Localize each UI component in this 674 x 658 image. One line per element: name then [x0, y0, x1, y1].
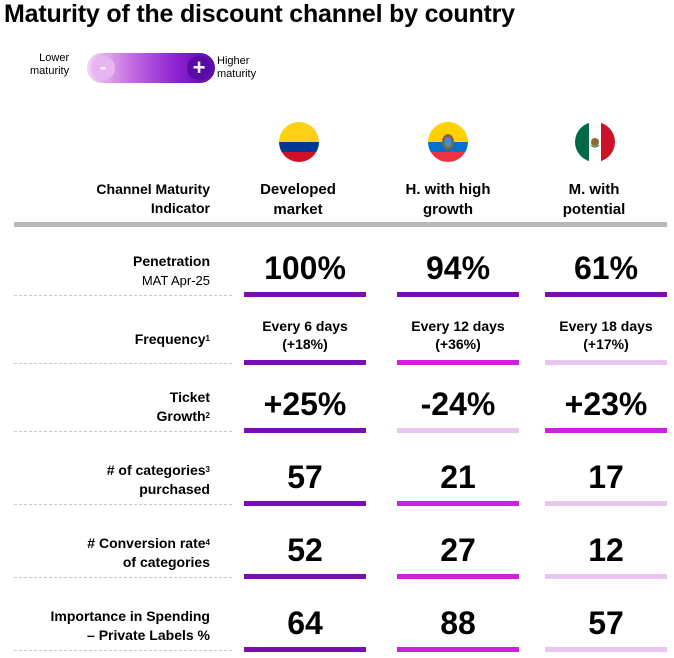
- row-label: Importance in Spending – Private Labels %: [0, 607, 210, 645]
- cell-value: 52: [287, 532, 323, 568]
- footnote-marker: 4: [205, 538, 210, 547]
- maturity-gradient-legend: - +: [87, 53, 215, 83]
- row-label-line1: Penetration: [132, 253, 210, 269]
- legend-lower-line2: maturity: [30, 65, 70, 77]
- cell-value: 61%: [573, 250, 639, 286]
- row-separator: [14, 295, 232, 296]
- legend-lower-label: Lower maturity: [30, 52, 69, 78]
- row-label-line2: Growth2: [156, 408, 210, 424]
- cell-value: 27: [440, 532, 476, 568]
- cell-value: 57: [287, 459, 323, 495]
- row-label-line2: – Private Labels %: [87, 627, 210, 643]
- footnote-marker: 3: [205, 465, 210, 474]
- row-label-line2: Frequency1: [134, 331, 210, 347]
- row-separator: [14, 363, 232, 364]
- maturity-bar: [545, 360, 667, 365]
- indicator-header-line2: Indicator: [150, 200, 210, 216]
- legend-lower-line1: Lower: [39, 52, 70, 64]
- header-divider: [14, 222, 667, 227]
- column-header-line2: market: [273, 201, 323, 218]
- column-header-potential: M. with potential: [524, 180, 664, 220]
- cell-value: +23%: [564, 386, 648, 422]
- legend-higher-line2: maturity: [217, 68, 257, 80]
- maturity-bar: [244, 574, 366, 579]
- footnote-marker: 2: [205, 411, 210, 420]
- minus-icon: -: [91, 56, 115, 80]
- cell-value: 64: [287, 605, 323, 641]
- row-label-line2: of categories: [122, 554, 210, 570]
- column-header-line1: H. with high: [405, 181, 491, 198]
- maturity-bar: [397, 501, 519, 506]
- cell-value: 21: [440, 459, 476, 495]
- cell-value: +25%: [263, 386, 347, 422]
- row-label: Ticket Growth2: [0, 388, 210, 426]
- column-header-high-growth: H. with high growth: [378, 180, 518, 220]
- mexico-flag-icon: [575, 122, 615, 162]
- maturity-bar: [397, 647, 519, 652]
- column-header-line1: Developed: [260, 181, 336, 198]
- maturity-bar: [244, 501, 366, 506]
- maturity-bar: [244, 428, 366, 433]
- cell-value: -24%: [420, 386, 496, 422]
- ecuador-flag-icon: [428, 122, 468, 162]
- column-header-developed: Developed market: [228, 180, 368, 220]
- cell-value: 100%: [264, 250, 346, 286]
- cell-value: 88: [440, 605, 476, 641]
- maturity-bar: [244, 647, 366, 652]
- row-separator: [14, 431, 232, 432]
- page-title: Maturity of the discount channel by coun…: [4, 0, 515, 28]
- cell-value: Every 6 days (+18%): [262, 318, 348, 352]
- row-label: Frequency1: [0, 330, 210, 349]
- row-label-line1: Importance in Spending: [50, 608, 210, 624]
- row-label-line1: # of categories3: [106, 462, 210, 478]
- row-label-line1: Ticket: [169, 389, 210, 405]
- row-separator: [14, 577, 232, 578]
- maturity-bar: [397, 292, 519, 297]
- maturity-bar: [545, 574, 667, 579]
- row-label: # Conversion rate4 of categories: [0, 534, 210, 572]
- cell-value: Every 18 days (+17%): [559, 318, 653, 352]
- row-label-line2: MAT Apr-25: [141, 273, 210, 288]
- row-separator: [14, 504, 232, 505]
- cell-value: 94%: [425, 250, 491, 286]
- plus-icon: +: [187, 56, 211, 80]
- column-header-line2: growth: [423, 201, 473, 218]
- maturity-bar: [397, 360, 519, 365]
- cell-value: Every 12 days (+36%): [411, 318, 505, 352]
- row-label: Penetration MAT Apr-25: [0, 252, 210, 290]
- footnote-marker: 1: [205, 334, 210, 343]
- maturity-bar: [244, 292, 366, 297]
- cell-value: 12: [588, 532, 624, 568]
- colombia-flag-icon: [279, 122, 319, 162]
- column-header-line1: M. with: [568, 181, 620, 198]
- maturity-bar: [545, 647, 667, 652]
- maturity-bar: [545, 292, 667, 297]
- maturity-bar: [244, 360, 366, 365]
- row-label: # of categories3 purchased: [0, 461, 210, 499]
- maturity-bar: [397, 428, 519, 433]
- maturity-bar: [397, 574, 519, 579]
- maturity-bar: [545, 501, 667, 506]
- cell-value: 17: [588, 459, 624, 495]
- legend-higher-line1: Higher: [217, 55, 250, 67]
- row-label-line2: purchased: [139, 481, 210, 497]
- legend-higher-label: Higher maturity: [217, 55, 256, 81]
- cell-value: 57: [588, 605, 624, 641]
- maturity-bar: [545, 428, 667, 433]
- indicator-header-line1: Channel Maturity: [96, 181, 210, 197]
- indicator-header: Channel Maturity Indicator: [0, 180, 210, 218]
- column-header-line2: potential: [562, 201, 626, 218]
- row-separator: [14, 650, 232, 651]
- row-label-line1: # Conversion rate4: [87, 535, 210, 551]
